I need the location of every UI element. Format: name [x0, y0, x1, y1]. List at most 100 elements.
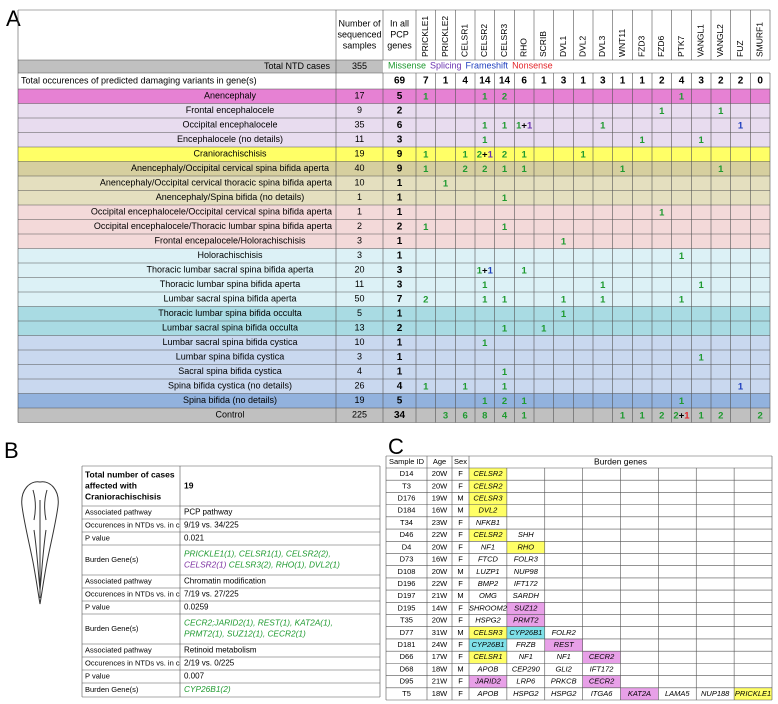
row-label: Spina bifida (no details) — [183, 395, 277, 405]
variant-count: 6 — [463, 410, 468, 421]
gene: NF1 — [481, 542, 495, 551]
variant-count: 1 — [600, 279, 606, 290]
gene: NF1 — [519, 652, 533, 661]
variant-part: 1 — [502, 366, 508, 377]
variant-part: 1 — [482, 134, 488, 145]
cell-value: 2 — [738, 76, 744, 87]
variant-part: 1 — [477, 265, 483, 276]
cell-value: 22W — [432, 579, 448, 588]
cell-value: 5 — [397, 91, 403, 102]
cell-value: 18W — [432, 689, 448, 698]
gene-highlight — [620, 687, 659, 700]
gene: RHO — [517, 542, 534, 551]
variant-part: 1 — [620, 163, 626, 174]
cell-value: F — [458, 469, 463, 478]
variant-count: 1 — [423, 221, 429, 232]
cell-value: 10 — [354, 178, 364, 188]
row-bg — [18, 335, 770, 350]
variant-part: 1 — [699, 410, 705, 421]
cell-value: 2 — [397, 323, 403, 334]
variant-part: 1 — [561, 294, 567, 305]
cell-value: 0.0259 — [184, 603, 209, 612]
variant-part: 8 — [482, 410, 487, 421]
gene: CELSR3 — [473, 628, 503, 637]
variant-part: 1 — [679, 395, 685, 406]
legend-entry: Missense — [388, 61, 426, 71]
gene: NFKB1 — [476, 518, 500, 527]
cell-value: 1 — [397, 250, 403, 261]
gene-header: PTK7 — [676, 35, 686, 57]
gene: PRKCB — [551, 677, 577, 686]
cell-value: 16W — [432, 506, 448, 515]
table-heading: Craniorachischisis — [85, 491, 161, 501]
gene-header: RHO — [518, 38, 528, 57]
column-header: Burden genes — [594, 456, 647, 466]
row-bg — [18, 350, 770, 365]
cell-value: F — [458, 481, 463, 490]
cell-value: D95 — [400, 677, 414, 686]
row-bg — [18, 190, 770, 205]
variant-count: 2 — [463, 163, 468, 174]
variant-part: 2 — [477, 149, 482, 160]
cell-value: 6 — [397, 120, 403, 131]
gene: LRP6 — [516, 677, 536, 686]
row-bg — [18, 118, 770, 133]
variant-count: 1 — [423, 91, 429, 102]
variant-part: 2 — [423, 294, 428, 305]
cell-value: M — [457, 591, 463, 600]
row-bg — [18, 89, 770, 104]
row-bg — [18, 306, 770, 321]
gene-header: VANGL2 — [715, 24, 725, 57]
cell-value: M — [457, 567, 463, 576]
variant-count: 1 — [699, 134, 705, 145]
cell-value: 1 — [397, 308, 403, 319]
gene: CELSR2(1) — [184, 560, 227, 570]
cell-value: Retinoid metabolism — [184, 646, 257, 655]
column-header: PCP — [390, 29, 409, 39]
variant-part: 1 — [620, 410, 626, 421]
variant-part: 1 — [600, 294, 606, 305]
variant-count: 1 — [482, 279, 488, 290]
gene-highlight — [544, 638, 583, 652]
cell-value: 1 — [397, 192, 403, 203]
variant-part: 1 — [482, 279, 488, 290]
row-label: P value — [85, 671, 110, 680]
cell-value: 17W — [432, 652, 448, 661]
gene-highlight — [506, 541, 545, 554]
gene-highlight — [469, 468, 507, 481]
variant-part: 1 — [502, 163, 508, 174]
cell-value: 24W — [432, 640, 448, 649]
gene-header: SCRIB — [538, 31, 548, 57]
row-label: Sacral spina bifida cystica — [178, 366, 282, 376]
cell-value: 5 — [357, 308, 362, 318]
variant-part: 1 — [502, 323, 508, 334]
cell-value: 13 — [354, 323, 364, 333]
variant-part: 1 — [423, 221, 429, 232]
variant-part: 1 — [522, 163, 528, 174]
cell-value: 34 — [394, 410, 406, 421]
variant-part: 1 — [699, 352, 705, 363]
variant-count: 2+1 — [673, 410, 690, 421]
row-label: Thoracic lumbar spina bifida occulta — [158, 308, 302, 318]
variant-part: 1 — [541, 323, 547, 334]
gene: CELSR2 — [473, 469, 503, 478]
variant-count: 3 — [443, 410, 448, 421]
variant-part: 2 — [659, 410, 664, 421]
variant-part: + — [521, 120, 527, 131]
row-label: Occurences in NTDs vs. in contro — [85, 589, 197, 598]
row-label: Holorachischisis — [197, 250, 263, 260]
variant-count: 1 — [640, 134, 646, 145]
variant-count: 2 — [482, 163, 487, 174]
gene: PRMT2 — [513, 616, 539, 625]
variant-count: 1 — [482, 337, 488, 348]
variant-part: 1 — [561, 236, 567, 247]
gene-header: WNT11 — [617, 29, 627, 57]
cell-value: 35 — [354, 120, 364, 130]
gene-highlight — [469, 626, 507, 639]
cell-value: 5 — [397, 395, 403, 406]
row-bg — [18, 176, 770, 191]
gene-highlight — [506, 602, 545, 615]
cell-value: 6 — [521, 76, 527, 87]
variant-part: 1 — [443, 178, 449, 189]
